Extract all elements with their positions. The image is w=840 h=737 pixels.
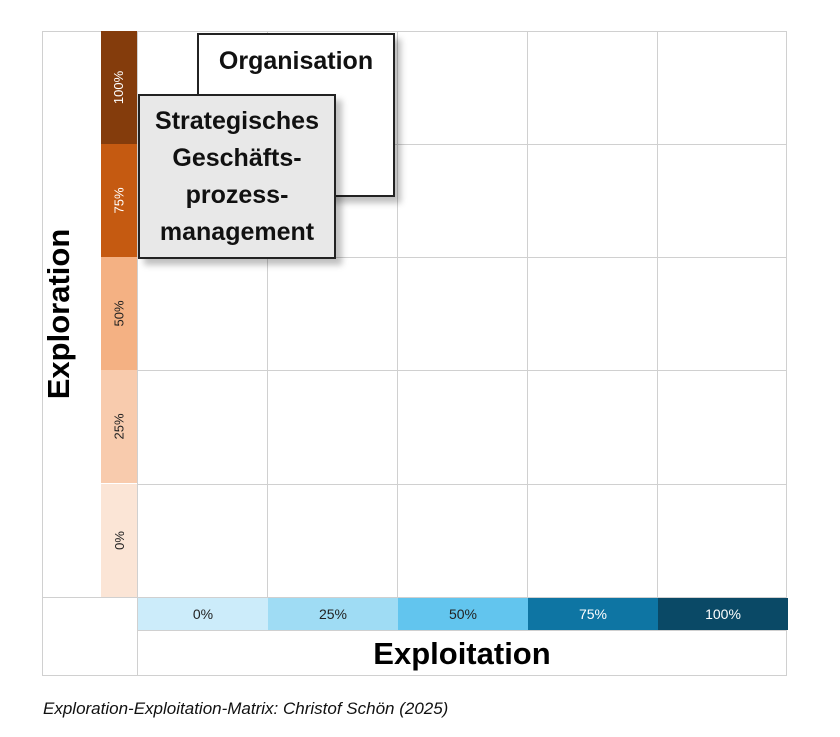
grid-line-v (397, 31, 398, 631)
y-scale-label: 25% (111, 413, 127, 440)
y-scale-cell-50: 50% (101, 257, 137, 370)
y-axis-title: Exploration (41, 228, 76, 400)
grid-line-h (137, 144, 787, 145)
y-scale-label: 0% (111, 531, 127, 550)
x-axis-title: Exploitation (373, 635, 551, 671)
x-scale-cell-50: 50% (398, 598, 528, 630)
x-scale-cell-0: 0% (138, 598, 268, 630)
grid-line-h (137, 257, 787, 258)
grid-line-v (137, 31, 138, 676)
figure-caption: Exploration-Exploitation-Matrix: Christo… (43, 699, 449, 718)
organisation-box-label: Organisation (218, 47, 374, 75)
y-scale-cell-100: 100% (101, 31, 137, 144)
y-scale-cell-0: 0% (101, 484, 137, 597)
grid-line-h (137, 630, 787, 631)
strategic-bpm-box: Strategisches Geschäfts- prozess- manage… (138, 94, 336, 259)
grid-border-top (42, 31, 787, 32)
y-scale-cell-75: 75% (101, 144, 137, 257)
grid-border-left (42, 31, 43, 676)
grid-line-v (657, 31, 658, 631)
y-scale-label: 75% (111, 187, 127, 214)
exploration-exploitation-matrix: 100% 75% 50% 25% 0% 0% 25% 50% 75% 100% … (41, 31, 788, 676)
grid-line-v (267, 31, 268, 631)
y-scale-cell-25: 25% (101, 370, 137, 483)
x-scale-cell-25: 25% (268, 598, 398, 630)
x-scale-cell-75: 75% (528, 598, 658, 630)
grid-line-h (137, 370, 787, 371)
grid-border-bottom (42, 675, 787, 676)
grid-line-h (137, 484, 787, 485)
grid-line-v (527, 31, 528, 631)
grid-line-h (42, 597, 787, 598)
grid-border-right (786, 31, 787, 676)
x-scale-cell-100: 100% (658, 598, 788, 630)
y-scale-label: 50% (111, 300, 127, 327)
y-scale-label: 100% (111, 70, 127, 105)
